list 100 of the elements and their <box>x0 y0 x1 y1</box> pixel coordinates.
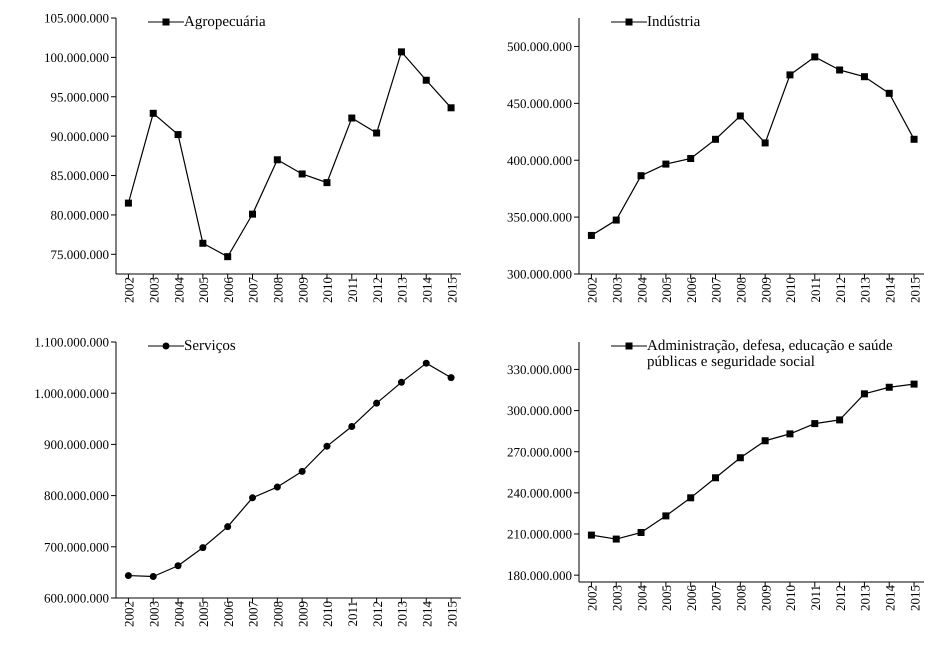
y-tick-label: 300.000.000 <box>507 266 572 282</box>
point <box>836 416 844 424</box>
point <box>323 179 330 186</box>
point <box>662 160 670 168</box>
point <box>348 114 356 122</box>
y-tick-label: 105.000.000 <box>44 10 109 26</box>
x-tick-label: 2009 <box>295 601 310 627</box>
x-tick-label: 2002 <box>584 585 600 611</box>
x-tick-label: 2015 <box>444 601 460 627</box>
x-tick-label: 2005 <box>196 277 212 303</box>
point <box>298 468 306 475</box>
point <box>150 110 157 117</box>
point <box>762 437 769 444</box>
point <box>448 374 455 382</box>
point <box>124 200 132 207</box>
point <box>588 232 595 239</box>
point <box>348 423 356 430</box>
x-tick-label: 2008 <box>270 601 286 627</box>
x-tick-label: 2007 <box>246 276 261 303</box>
point <box>422 360 430 367</box>
point <box>174 131 182 138</box>
point <box>662 512 670 520</box>
point <box>786 71 794 78</box>
point <box>612 216 620 224</box>
legend-label: Administração, defesa, educação e saúde públicas e seguridade social <box>647 338 894 370</box>
point <box>786 430 794 438</box>
y-tick-label: 330.000.000 <box>507 362 572 378</box>
point <box>298 170 306 178</box>
x-tick-label: 2011 <box>808 585 824 611</box>
point <box>274 156 281 164</box>
y-tick-label: 300.000.000 <box>507 403 572 418</box>
x-tick-label: 2011 <box>345 601 360 627</box>
x-tick-label: 2014 <box>419 276 434 303</box>
x-tick-label: 2014 <box>882 276 898 303</box>
point <box>762 139 769 146</box>
point <box>687 155 694 162</box>
x-tick-label: 2009 <box>758 585 774 611</box>
x-tick-label: 2015 <box>907 585 922 611</box>
y-tick-label: 1.100.000.000 <box>34 334 109 350</box>
x-tick-label: 2014 <box>419 600 434 627</box>
x-tick-label: 2005 <box>659 277 674 303</box>
x-tick-label: 2013 <box>394 601 410 627</box>
x-tick-label: 2012 <box>832 585 848 611</box>
point <box>638 172 645 180</box>
y-tick-label: 350.000.000 <box>507 210 572 225</box>
y-tick-label: 100.000.000 <box>44 50 109 65</box>
y-tick-label: 1.000.000.000 <box>34 386 109 401</box>
x-tick-label: 2012 <box>832 277 848 303</box>
x-tick-label: 2013 <box>858 277 873 303</box>
point <box>687 494 694 502</box>
x-tick-label: 2004 <box>171 600 186 627</box>
point <box>398 48 405 56</box>
y-tick-label: 600.000.000 <box>44 590 109 606</box>
point <box>886 90 893 97</box>
legend-label: Agropecuária <box>184 14 266 30</box>
y-tick-label: 85.000.000 <box>50 168 109 184</box>
point <box>910 136 918 143</box>
legend-label: Serviços <box>184 338 236 354</box>
y-tick-label: 500.000.000 <box>507 39 572 54</box>
x-tick-label: 2010 <box>783 585 798 611</box>
point <box>910 380 918 388</box>
point <box>422 76 430 84</box>
y-tick-label: 75.000.000 <box>50 246 109 262</box>
x-tick-label: 2002 <box>122 601 137 627</box>
y-tick-label: 270.000.000 <box>507 444 572 460</box>
x-tick-label: 2005 <box>659 585 674 611</box>
point <box>199 240 206 247</box>
x-tick-label: 2015 <box>907 277 922 303</box>
x-tick-label: 2012 <box>370 277 385 303</box>
point <box>886 384 893 391</box>
point <box>811 420 818 428</box>
x-tick-label: 2005 <box>196 601 212 627</box>
y-tick-label: 95.000.000 <box>50 89 109 104</box>
x-tick-label: 2003 <box>146 601 162 627</box>
x-tick-label: 2013 <box>858 585 873 611</box>
x-tick-label: 2006 <box>684 584 699 611</box>
x-tick-label: 2014 <box>882 584 898 611</box>
y-tick-label: 800.000.000 <box>44 488 109 504</box>
point <box>612 536 620 543</box>
x-tick-label: 2006 <box>684 276 699 303</box>
y-tick-label: 90.000.000 <box>50 128 109 144</box>
point <box>224 523 232 530</box>
x-tick-label: 2009 <box>758 277 774 303</box>
x-tick-label: 2010 <box>320 601 336 627</box>
point <box>373 130 380 137</box>
point <box>150 572 157 580</box>
point <box>836 66 844 74</box>
point <box>811 53 818 60</box>
point <box>860 390 868 398</box>
x-tick-label: 2010 <box>320 277 336 303</box>
y-tick-label: 450.000.000 <box>507 96 572 111</box>
point <box>199 544 206 552</box>
y-tick-label: 700.000.000 <box>44 539 109 554</box>
y-tick-label: 180.000.000 <box>507 568 572 583</box>
y-tick-label: 210.000.000 <box>507 526 572 542</box>
x-tick-label: 2008 <box>734 277 749 303</box>
y-tick-label: 400.000.000 <box>507 152 572 168</box>
y-tick-label: 80.000.000 <box>50 208 109 223</box>
y-tick-label: 240.000.000 <box>507 485 572 500</box>
point <box>736 112 744 120</box>
